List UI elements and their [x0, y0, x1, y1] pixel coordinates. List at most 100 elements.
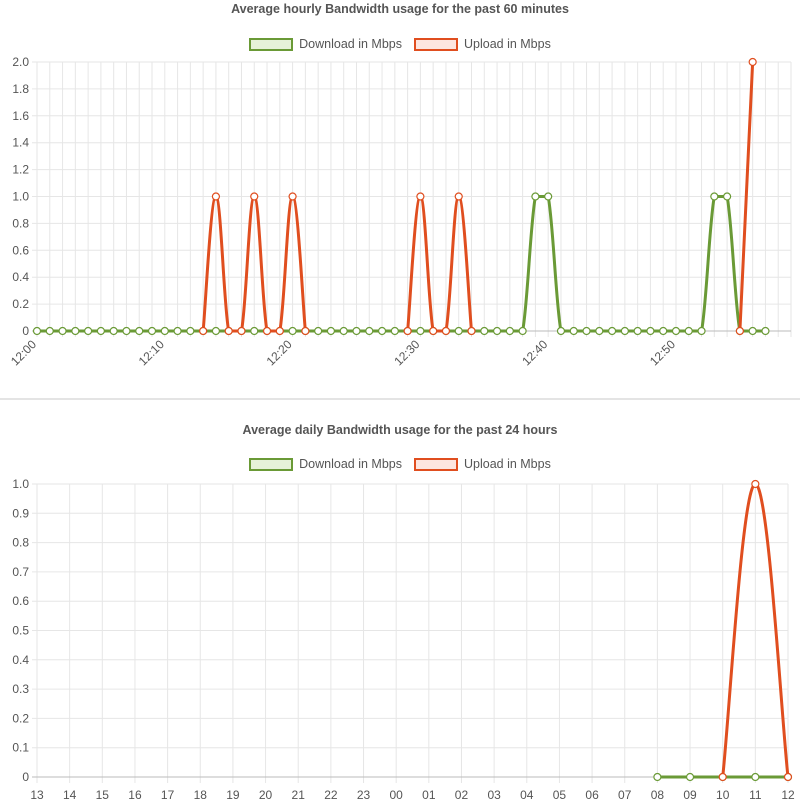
- y-tick-label: 0.8: [12, 536, 29, 550]
- x-tick-label: 07: [618, 788, 632, 802]
- chart-legend: Download in Mbps Upload in Mbps: [0, 37, 800, 51]
- x-tick-label: 12:30: [391, 337, 422, 368]
- x-tick-label: 22: [324, 788, 338, 802]
- legend-label-upload: Upload in Mbps: [463, 37, 551, 51]
- data-point: [751, 772, 760, 782]
- y-tick-label: 0.2: [12, 711, 29, 725]
- data-point: [492, 326, 502, 336]
- data-point: [751, 479, 760, 489]
- data-point: [697, 326, 706, 336]
- y-tick-label: 0.6: [12, 243, 29, 257]
- x-tick-label: 02: [455, 788, 469, 802]
- data-point: [45, 326, 54, 336]
- data-point: [582, 326, 591, 336]
- legend-item-download[interactable]: Download in Mbps: [249, 457, 402, 471]
- data-point: [748, 326, 757, 336]
- data-point: [480, 326, 489, 336]
- chart-divider: [0, 398, 800, 400]
- daily-bandwidth-chart: Average daily Bandwidth usage for the pa…: [0, 420, 800, 803]
- legend-item-upload[interactable]: Upload in Mbps: [413, 37, 551, 51]
- data-point: [237, 326, 246, 336]
- data-point: [454, 326, 463, 336]
- data-point: [441, 326, 451, 336]
- legend-swatch-upload: [413, 37, 458, 51]
- data-point: [301, 326, 310, 336]
- y-tick-label: 0.1: [12, 741, 29, 755]
- y-tick-label: 1.2: [12, 163, 29, 177]
- data-point: [684, 326, 693, 336]
- y-tick-label: 0: [22, 324, 29, 338]
- data-point: [416, 192, 425, 201]
- data-point: [556, 326, 566, 336]
- data-point: [173, 326, 182, 336]
- data-point: [595, 326, 604, 336]
- data-point: [633, 326, 642, 336]
- data-point: [147, 326, 157, 336]
- data-point: [275, 326, 284, 336]
- data-point: [671, 326, 681, 336]
- hourly-bandwidth-chart: Average hourly Bandwidth usage for the p…: [0, 0, 800, 392]
- x-tick-label: 12:00: [8, 337, 39, 368]
- y-tick-label: 0.5: [12, 624, 29, 638]
- data-point: [710, 192, 719, 201]
- y-tick-label: 0.8: [12, 216, 29, 230]
- data-point: [314, 326, 323, 336]
- x-tick-label: 14: [63, 788, 77, 802]
- data-point: [32, 326, 42, 336]
- data-point: [339, 326, 348, 336]
- chart-plot-hourly: 0 0.2 0.4 0.6 0.8 1.0 1.2 1.4 1.6 1.8 2.0 12:00 12:1…: [8, 55, 792, 368]
- x-tick-label: 15: [96, 788, 110, 802]
- series-line: [406, 195, 474, 333]
- data-point: [262, 326, 272, 336]
- legend-swatch-download: [249, 37, 294, 51]
- series-line: [37, 195, 766, 333]
- data-point: [646, 326, 655, 336]
- y-tick-label: 0.3: [12, 682, 29, 696]
- y-tick-label: 1.0: [12, 477, 29, 491]
- y-tick-label: 1.8: [12, 82, 29, 96]
- data-point: [377, 326, 387, 336]
- data-point: [250, 326, 259, 336]
- legend-item-download[interactable]: Download in Mbps: [249, 37, 402, 51]
- series-line: [738, 61, 755, 332]
- legend-item-upload[interactable]: Upload in Mbps: [413, 457, 551, 471]
- y-tick-label: 0: [22, 770, 29, 784]
- data-point: [653, 772, 662, 782]
- x-tick-label: 16: [128, 788, 142, 802]
- x-tick-label: 06: [585, 788, 599, 802]
- x-tick-label: 23: [357, 788, 371, 802]
- chart-plot-daily: 13 14 15 16 17 18 19 20 21 22 23 00 01 02 03 04 05 06 07 08…: [12, 477, 795, 802]
- legend-swatch-download: [249, 457, 294, 471]
- data-point: [607, 326, 617, 336]
- x-tick-label: 12:50: [647, 337, 678, 368]
- data-point: [135, 326, 144, 336]
- data-point: [288, 326, 297, 336]
- data-point: [365, 326, 374, 336]
- data-point: [199, 326, 208, 336]
- x-tick-label: 12: [781, 788, 795, 802]
- data-point: [403, 326, 412, 336]
- data-point: [416, 326, 425, 336]
- data-point: [454, 192, 463, 201]
- y-tick-label: 1.0: [12, 190, 29, 204]
- data-point: [620, 326, 629, 336]
- data-point: [783, 772, 793, 782]
- data-point: [467, 326, 476, 336]
- y-tick-label: 0.4: [12, 653, 29, 667]
- x-tick-label: 18: [194, 788, 208, 802]
- data-point: [735, 326, 744, 336]
- data-point: [544, 192, 553, 201]
- data-point: [211, 192, 221, 201]
- y-tick-label: 0.6: [12, 594, 29, 608]
- chart-title: Average daily Bandwidth usage for the pa…: [242, 423, 558, 437]
- data-point: [761, 326, 770, 336]
- data-point: [122, 326, 131, 336]
- x-tick-label: 20: [259, 788, 273, 802]
- x-tick-label: 05: [553, 788, 567, 802]
- data-point: [352, 326, 361, 336]
- chart-title: Average hourly Bandwidth usage for the p…: [231, 2, 569, 16]
- x-tick-label: 09: [683, 788, 697, 802]
- data-point: [84, 326, 93, 336]
- data-point: [58, 326, 67, 336]
- data-point: [109, 326, 118, 336]
